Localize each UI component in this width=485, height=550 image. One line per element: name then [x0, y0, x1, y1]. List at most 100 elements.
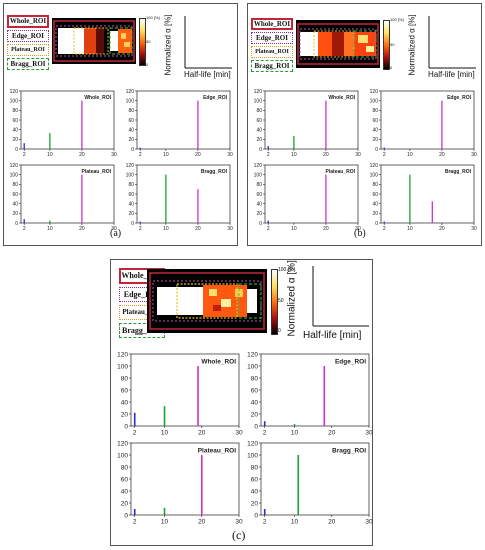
- axis-diagram: [184, 16, 232, 69]
- axis-diagram-xlabel: Half-life [min]: [184, 70, 231, 79]
- y-tick-label: 0: [15, 221, 18, 227]
- y-tick-label: 80: [128, 108, 134, 114]
- bar: [325, 174, 327, 223]
- y-tick-label: 100: [10, 172, 19, 178]
- roi-label-whole: Whole_ROI: [251, 18, 293, 30]
- y-tick-label: 20: [251, 411, 259, 418]
- bar: [81, 174, 83, 223]
- y-tick-label: 120: [370, 163, 379, 169]
- colorbar: [383, 20, 390, 70]
- axis-diagram-ylabel: Normalized α [%]: [286, 260, 298, 337]
- x-tick-label: 10: [407, 226, 413, 232]
- y-tick-label: 20: [121, 411, 129, 418]
- x-tick-label: 10: [161, 430, 169, 437]
- colorbar-top-label: 100 [%]: [390, 17, 404, 22]
- y-tick-label: 100: [370, 172, 379, 178]
- chart-c-edge: 0 20 40 60 80 100 120 2 10 20 30 Edge_ROI: [247, 351, 373, 437]
- y-tick-label: 0: [375, 221, 378, 227]
- bar: [263, 509, 266, 515]
- bar: [133, 412, 136, 426]
- y-tick-label: 120: [126, 89, 135, 95]
- y-tick-label: 60: [12, 192, 18, 198]
- y-tick-label: 0: [124, 423, 128, 430]
- x-tick-label: 2: [267, 226, 270, 232]
- x-tick-label: 30: [471, 152, 477, 158]
- y-tick-label: 0: [259, 147, 262, 153]
- x-tick-label: 10: [161, 519, 169, 526]
- x-tick-label: 2: [133, 430, 137, 437]
- x-tick-label: 30: [365, 430, 373, 437]
- x-tick-label: 10: [291, 152, 297, 158]
- heatmap-svg: [53, 20, 135, 62]
- y-tick-label: 120: [10, 163, 19, 169]
- bar: [163, 406, 166, 426]
- bar: [267, 146, 269, 149]
- axis-diagram-ylabel: Normalized α [%]: [407, 14, 417, 76]
- chart-a-whole: 0 20 40 60 80 100 120 2 10 20 30 Whole_ROI: [10, 89, 117, 158]
- chart-b-edge: 0 20 40 60 80 100 120 2 10 20 30 Edge_ROI: [370, 89, 477, 158]
- bar: [441, 100, 443, 149]
- y-tick-label: 40: [256, 201, 262, 207]
- roi-label-edge: Edge_ROI: [7, 30, 49, 42]
- bar: [325, 100, 327, 149]
- y-tick-label: 20: [128, 137, 134, 143]
- panel-b-label: (b): [354, 228, 366, 239]
- x-tick-label: 20: [439, 152, 445, 158]
- chart-title: Edge_ROI: [335, 359, 366, 366]
- x-tick-label: 30: [227, 226, 233, 232]
- roi-label-whole: Whole_ROI: [7, 15, 49, 28]
- bar: [431, 201, 433, 223]
- y-tick-label: 80: [12, 108, 18, 114]
- bar: [263, 421, 266, 426]
- y-tick-label: 0: [15, 147, 18, 153]
- bar: [297, 455, 300, 515]
- bar: [323, 366, 326, 426]
- bar: [163, 507, 166, 515]
- x-tick-label: 2: [23, 226, 26, 232]
- heatmap-svg: [149, 272, 265, 330]
- y-tick-label: 100: [247, 452, 258, 459]
- y-tick-label: 80: [12, 182, 18, 188]
- x-tick-label: 2: [383, 226, 386, 232]
- y-tick-label: 40: [256, 127, 262, 133]
- y-tick-label: 120: [247, 351, 258, 358]
- bar: [293, 135, 295, 149]
- x-tick-label: 2: [133, 519, 137, 526]
- y-tick-label: 20: [121, 500, 129, 507]
- chart-title: Whole_ROI: [84, 95, 111, 101]
- y-tick-label: 0: [124, 512, 128, 519]
- x-tick-label: 10: [291, 226, 297, 232]
- bar: [197, 100, 199, 149]
- x-tick-label: 20: [323, 226, 329, 232]
- roi-label-plateau: Plateau_ROI: [251, 46, 293, 58]
- x-tick-label: 10: [291, 430, 299, 437]
- x-tick-label: 30: [111, 226, 117, 232]
- chart-title: Edge_ROI: [203, 95, 228, 101]
- x-tick-label: 2: [23, 152, 26, 158]
- chart-c-whole: 0 20 40 60 80 100 120 2 10 20 30 Whole_ROI: [117, 351, 243, 437]
- y-tick-label: 120: [254, 89, 263, 95]
- y-tick-label: 100: [126, 98, 135, 104]
- x-tick-label: 20: [328, 519, 336, 526]
- y-tick-label: 80: [251, 464, 259, 471]
- x-tick-label: 20: [439, 226, 445, 232]
- colorbar-mid-label: 50: [390, 42, 395, 47]
- axis-diagram-xlabel: Half-life [min]: [303, 330, 362, 341]
- y-tick-label: 40: [372, 127, 378, 133]
- chart-b-bragg: 0 20 40 60 80 100 120 2 10 20 30 Bragg_ROI: [370, 163, 477, 232]
- y-tick-label: 40: [12, 201, 18, 207]
- y-tick-label: 40: [251, 488, 259, 495]
- bar: [409, 174, 411, 223]
- x-tick-label: 30: [235, 519, 243, 526]
- chart-title: Bragg_ROI: [201, 169, 228, 175]
- axis-diagram: [428, 16, 476, 69]
- y-tick-label: 40: [128, 201, 134, 207]
- x-tick-label: 10: [163, 226, 169, 232]
- colorbar-bottom-label: 0: [390, 65, 393, 70]
- y-tick-label: 20: [12, 137, 18, 143]
- x-tick-label: 2: [139, 226, 142, 232]
- y-tick-label: 20: [251, 500, 259, 507]
- y-tick-label: 60: [372, 118, 378, 124]
- x-tick-label: 2: [139, 152, 142, 158]
- colorbar: [271, 269, 278, 335]
